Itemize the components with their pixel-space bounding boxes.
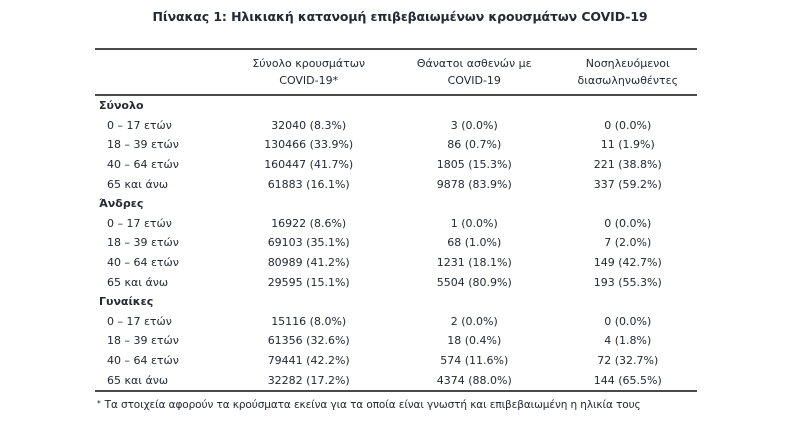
table-header-row: Σύνολο κρουσμάτων COVID-19* Θάνατοι ασθε… bbox=[95, 50, 697, 96]
age-cell: 18 – 39 ετών bbox=[107, 236, 179, 250]
column-header-deaths: Θάνατοι ασθενών με COVID-19 bbox=[390, 55, 559, 89]
table-row: 0 – 17 ετών 32040 (8.3%) 3 (0.0%) 0 (0.0… bbox=[95, 116, 697, 136]
table-row: 65 και άνω 61883 (16.1%) 9878 (83.9%) 33… bbox=[95, 174, 697, 194]
column-header-intubated-line1: Νοσηλευόμενοι bbox=[585, 57, 670, 70]
cases-cell: 15116 (8.0%) bbox=[271, 314, 347, 328]
section-label-men: Άνδρες bbox=[99, 197, 144, 211]
table-row: 40 – 64 ετών 79441 (42.2%) 574 (11.6%) 7… bbox=[95, 351, 697, 371]
deaths-cell: 5504 (80.9%) bbox=[436, 275, 512, 289]
intubated-cell: 149 (42.7%) bbox=[593, 256, 662, 270]
age-cell: 65 και άνω bbox=[107, 373, 169, 387]
section-label-women: Γυναίκες bbox=[99, 295, 154, 309]
deaths-cell: 1805 (15.3%) bbox=[436, 158, 512, 172]
column-header-deaths-line2: COVID-19 bbox=[447, 74, 501, 87]
footnote-asterisk: * bbox=[97, 399, 101, 408]
age-cell: 0 – 17 ετών bbox=[107, 216, 172, 230]
column-header-intubated: Νοσηλευόμενοι διασωληνωθέντες bbox=[559, 55, 697, 89]
table-row: 18 – 39 ετών 61356 (32.6%) 18 (0.4%) 4 (… bbox=[95, 331, 697, 351]
cases-cell: 80989 (41.2%) bbox=[267, 256, 350, 270]
table-row: 18 – 39 ετών 69103 (35.1%) 68 (1.0%) 7 (… bbox=[95, 233, 697, 253]
intubated-cell: 11 (1.9%) bbox=[600, 138, 655, 152]
column-header-cases-line1: Σύνολο κρουσμάτων bbox=[252, 57, 366, 70]
deaths-cell: 18 (0.4%) bbox=[447, 334, 502, 348]
deaths-cell: 4374 (88.0%) bbox=[436, 373, 512, 387]
age-cell: 0 – 17 ετών bbox=[107, 314, 172, 328]
section-label-total: Σύνολο bbox=[99, 99, 144, 113]
cases-cell: 29595 (15.1%) bbox=[267, 275, 350, 289]
footnote: * Τα στοιχεία αφορούν τα κρούσματα εκείνα… bbox=[97, 399, 641, 411]
deaths-cell: 9878 (83.9%) bbox=[436, 177, 512, 191]
intubated-cell: 0 (0.0%) bbox=[604, 216, 652, 230]
intubated-cell: 0 (0.0%) bbox=[604, 314, 652, 328]
cases-cell: 61883 (16.1%) bbox=[267, 177, 350, 191]
deaths-cell: 1231 (18.1%) bbox=[436, 256, 512, 270]
age-cell: 18 – 39 ετών bbox=[107, 334, 179, 348]
age-cell: 40 – 64 ετών bbox=[107, 158, 179, 172]
deaths-cell: 86 (0.7%) bbox=[447, 138, 502, 152]
cases-cell: 69103 (35.1%) bbox=[267, 236, 350, 250]
intubated-cell: 144 (65.5%) bbox=[593, 373, 662, 387]
intubated-cell: 193 (55.3%) bbox=[593, 275, 662, 289]
age-cell: 65 και άνω bbox=[107, 177, 169, 191]
intubated-cell: 221 (38.8%) bbox=[593, 158, 662, 172]
intubated-cell: 4 (1.8%) bbox=[604, 334, 652, 348]
intubated-cell: 337 (59.2%) bbox=[593, 177, 662, 191]
cases-cell: 32282 (17.2%) bbox=[267, 373, 350, 387]
section-row-total: Σύνολο bbox=[95, 96, 697, 116]
deaths-cell: 1 (0.0%) bbox=[450, 216, 498, 230]
cases-cell: 160447 (41.7%) bbox=[264, 158, 354, 172]
table-row: 0 – 17 ετών 15116 (8.0%) 2 (0.0%) 0 (0.0… bbox=[95, 312, 697, 332]
deaths-cell: 574 (11.6%) bbox=[440, 354, 509, 368]
cases-cell: 61356 (32.6%) bbox=[267, 334, 350, 348]
covid-age-table: Σύνολο κρουσμάτων COVID-19* Θάνατοι ασθε… bbox=[95, 48, 697, 392]
age-cell: 40 – 64 ετών bbox=[107, 354, 179, 368]
table-row: 40 – 64 ετών 160447 (41.7%) 1805 (15.3%)… bbox=[95, 155, 697, 175]
age-cell: 0 – 17 ετών bbox=[107, 118, 172, 132]
table-row: 65 και άνω 29595 (15.1%) 5504 (80.9%) 19… bbox=[95, 272, 697, 292]
deaths-cell: 68 (1.0%) bbox=[447, 236, 502, 250]
section-row-women: Γυναίκες bbox=[95, 292, 697, 312]
table-title: Πίνακας 1: Ηλικιακή κατανομή επιβεβαιωμέ… bbox=[152, 9, 648, 24]
intubated-cell: 72 (32.7%) bbox=[597, 354, 659, 368]
cases-cell: 16922 (8.6%) bbox=[271, 216, 347, 230]
age-cell: 40 – 64 ετών bbox=[107, 256, 179, 270]
table-row: 0 – 17 ετών 16922 (8.6%) 1 (0.0%) 0 (0.0… bbox=[95, 214, 697, 234]
intubated-cell: 7 (2.0%) bbox=[604, 236, 652, 250]
section-row-men: Άνδρες bbox=[95, 194, 697, 214]
table-row: 65 και άνω 32282 (17.2%) 4374 (88.0%) 14… bbox=[95, 370, 697, 390]
column-header-intubated-line2: διασωληνωθέντες bbox=[577, 74, 679, 87]
intubated-cell: 0 (0.0%) bbox=[604, 118, 652, 132]
table-row: 18 – 39 ετών 130466 (33.9%) 86 (0.7%) 11… bbox=[95, 135, 697, 155]
cases-cell: 79441 (42.2%) bbox=[267, 354, 350, 368]
deaths-cell: 3 (0.0%) bbox=[450, 118, 498, 132]
cases-cell: 32040 (8.3%) bbox=[271, 118, 347, 132]
age-cell: 65 και άνω bbox=[107, 275, 169, 289]
table-row: 40 – 64 ετών 80989 (41.2%) 1231 (18.1%) … bbox=[95, 253, 697, 273]
footnote-text: Τα στοιχεία αφορούν τα κρούσματα εκείνα … bbox=[104, 399, 641, 411]
column-header-deaths-line1: Θάνατοι ασθενών με bbox=[416, 57, 532, 70]
age-cell: 18 – 39 ετών bbox=[107, 138, 179, 152]
column-header-cases-line2: COVID-19* bbox=[279, 74, 339, 87]
deaths-cell: 2 (0.0%) bbox=[450, 314, 498, 328]
column-header-cases: Σύνολο κρουσμάτων COVID-19* bbox=[227, 55, 390, 89]
cases-cell: 130466 (33.9%) bbox=[264, 138, 354, 152]
